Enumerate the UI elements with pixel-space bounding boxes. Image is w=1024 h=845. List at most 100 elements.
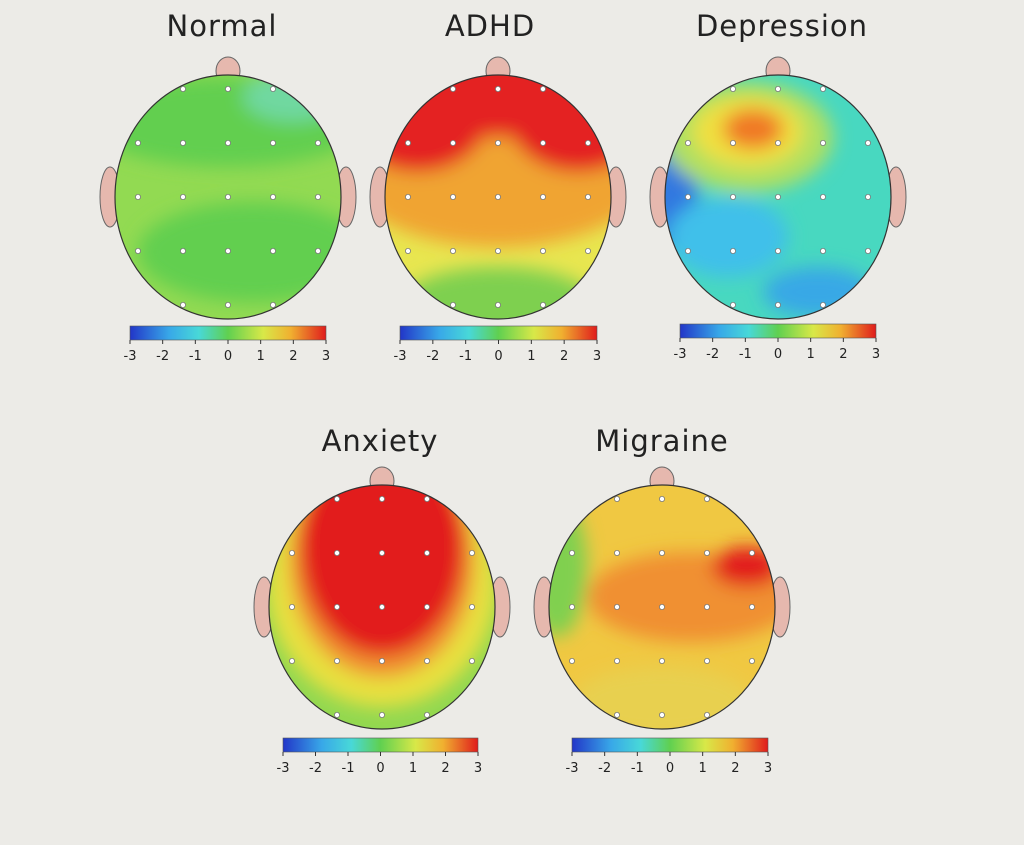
colorbar-tick-label: 1 — [409, 761, 417, 776]
head-outline — [548, 484, 776, 730]
electrode — [333, 658, 340, 665]
colorbar-tick-label: 0 — [224, 349, 232, 364]
electrode — [378, 658, 385, 665]
electrode — [865, 193, 872, 200]
electrode — [585, 139, 592, 146]
electrode — [333, 550, 340, 557]
electrode — [423, 495, 430, 502]
electrode — [378, 495, 385, 502]
electrode — [224, 86, 231, 93]
electrode — [614, 550, 621, 557]
colorbar-tick-label: -2 — [426, 349, 439, 364]
colorbar-tick-label: -3 — [394, 349, 407, 364]
colorbar-tick-label: 3 — [872, 347, 880, 362]
electrode — [659, 495, 666, 502]
electrode — [820, 193, 827, 200]
colorbar-tick-label: -2 — [156, 349, 169, 364]
colorbar-tick-label: 3 — [764, 761, 772, 776]
colorbar-tick-label: 0 — [376, 761, 384, 776]
colorbar-tick-label: -1 — [739, 347, 752, 362]
electrode — [865, 139, 872, 146]
head-outline — [384, 74, 612, 320]
colorbar-tick-label: -2 — [598, 761, 611, 776]
electrode — [730, 301, 737, 308]
colorbar-tick-label: 0 — [774, 347, 782, 362]
head-outline — [664, 74, 892, 320]
electrode — [494, 301, 501, 308]
electrode — [404, 139, 411, 146]
map-title: Migraine — [595, 424, 728, 458]
electrode — [540, 139, 547, 146]
electrode — [269, 139, 276, 146]
colorbar-tick-label: -3 — [277, 761, 290, 776]
electrode — [585, 247, 592, 254]
colorbar-tick-label: 1 — [699, 761, 707, 776]
map-title: Anxiety — [322, 424, 439, 458]
electrode — [704, 550, 711, 557]
map-title: ADHD — [445, 9, 535, 43]
electrode — [333, 495, 340, 502]
colorbar-tick-label: -3 — [674, 347, 687, 362]
colorbar — [129, 325, 327, 341]
electrode — [468, 658, 475, 665]
electrode — [288, 550, 295, 557]
colorbar-tick-label: -2 — [706, 347, 719, 362]
activity-region — [723, 109, 783, 149]
colorbar-tick-label: 1 — [257, 349, 265, 364]
electrode — [269, 86, 276, 93]
electrode — [423, 550, 430, 557]
electrode — [134, 193, 141, 200]
electrode — [749, 550, 756, 557]
electrode — [468, 550, 475, 557]
colorbar-tick-label: -3 — [566, 761, 579, 776]
electrode — [378, 550, 385, 557]
electrode — [404, 247, 411, 254]
electrode — [333, 712, 340, 719]
electrode — [749, 658, 756, 665]
electrode — [224, 301, 231, 308]
electrode — [540, 247, 547, 254]
colorbar-tick-label: -1 — [342, 761, 355, 776]
electrode — [614, 495, 621, 502]
electrode — [269, 193, 276, 200]
colorbar-tick-label: 3 — [322, 349, 330, 364]
electrode — [730, 193, 737, 200]
activity-region — [403, 267, 593, 319]
electrode — [569, 604, 576, 611]
electrode — [704, 495, 711, 502]
colorbar-tick-label: -1 — [631, 761, 644, 776]
colorbar-tick-label: 3 — [593, 349, 601, 364]
electrode — [449, 247, 456, 254]
map-title: Depression — [696, 9, 868, 43]
electrode — [134, 139, 141, 146]
electrode — [820, 247, 827, 254]
colorbar-tick-label: 2 — [441, 761, 449, 776]
electrode — [659, 604, 666, 611]
colorbar-tick-label: 2 — [289, 349, 297, 364]
colorbar-tick-label: 2 — [839, 347, 847, 362]
colorbar-tick-label: -1 — [459, 349, 472, 364]
electrode — [659, 658, 666, 665]
activity-region — [138, 202, 341, 302]
map-title: Normal — [167, 9, 278, 43]
electrode — [378, 604, 385, 611]
electrode — [378, 712, 385, 719]
colorbar-tick-label: 2 — [731, 761, 739, 776]
electrode — [775, 139, 782, 146]
colorbar-tick-label: -3 — [124, 349, 137, 364]
electrode — [179, 193, 186, 200]
electrode — [540, 86, 547, 93]
electrode — [269, 247, 276, 254]
topomap: Migraine -3 -2 -1 0 1 2 3 — [533, 424, 791, 776]
electrode — [749, 604, 756, 611]
electrode — [659, 712, 666, 719]
head-outline — [114, 74, 342, 320]
electrode — [685, 193, 692, 200]
electrode — [614, 604, 621, 611]
electrode — [314, 193, 321, 200]
topomap: Anxiety -3 -2 -1 0 1 2 3 — [253, 424, 511, 776]
colorbar — [571, 737, 769, 753]
electrode — [288, 658, 295, 665]
electrode — [775, 86, 782, 93]
electrode — [614, 712, 621, 719]
